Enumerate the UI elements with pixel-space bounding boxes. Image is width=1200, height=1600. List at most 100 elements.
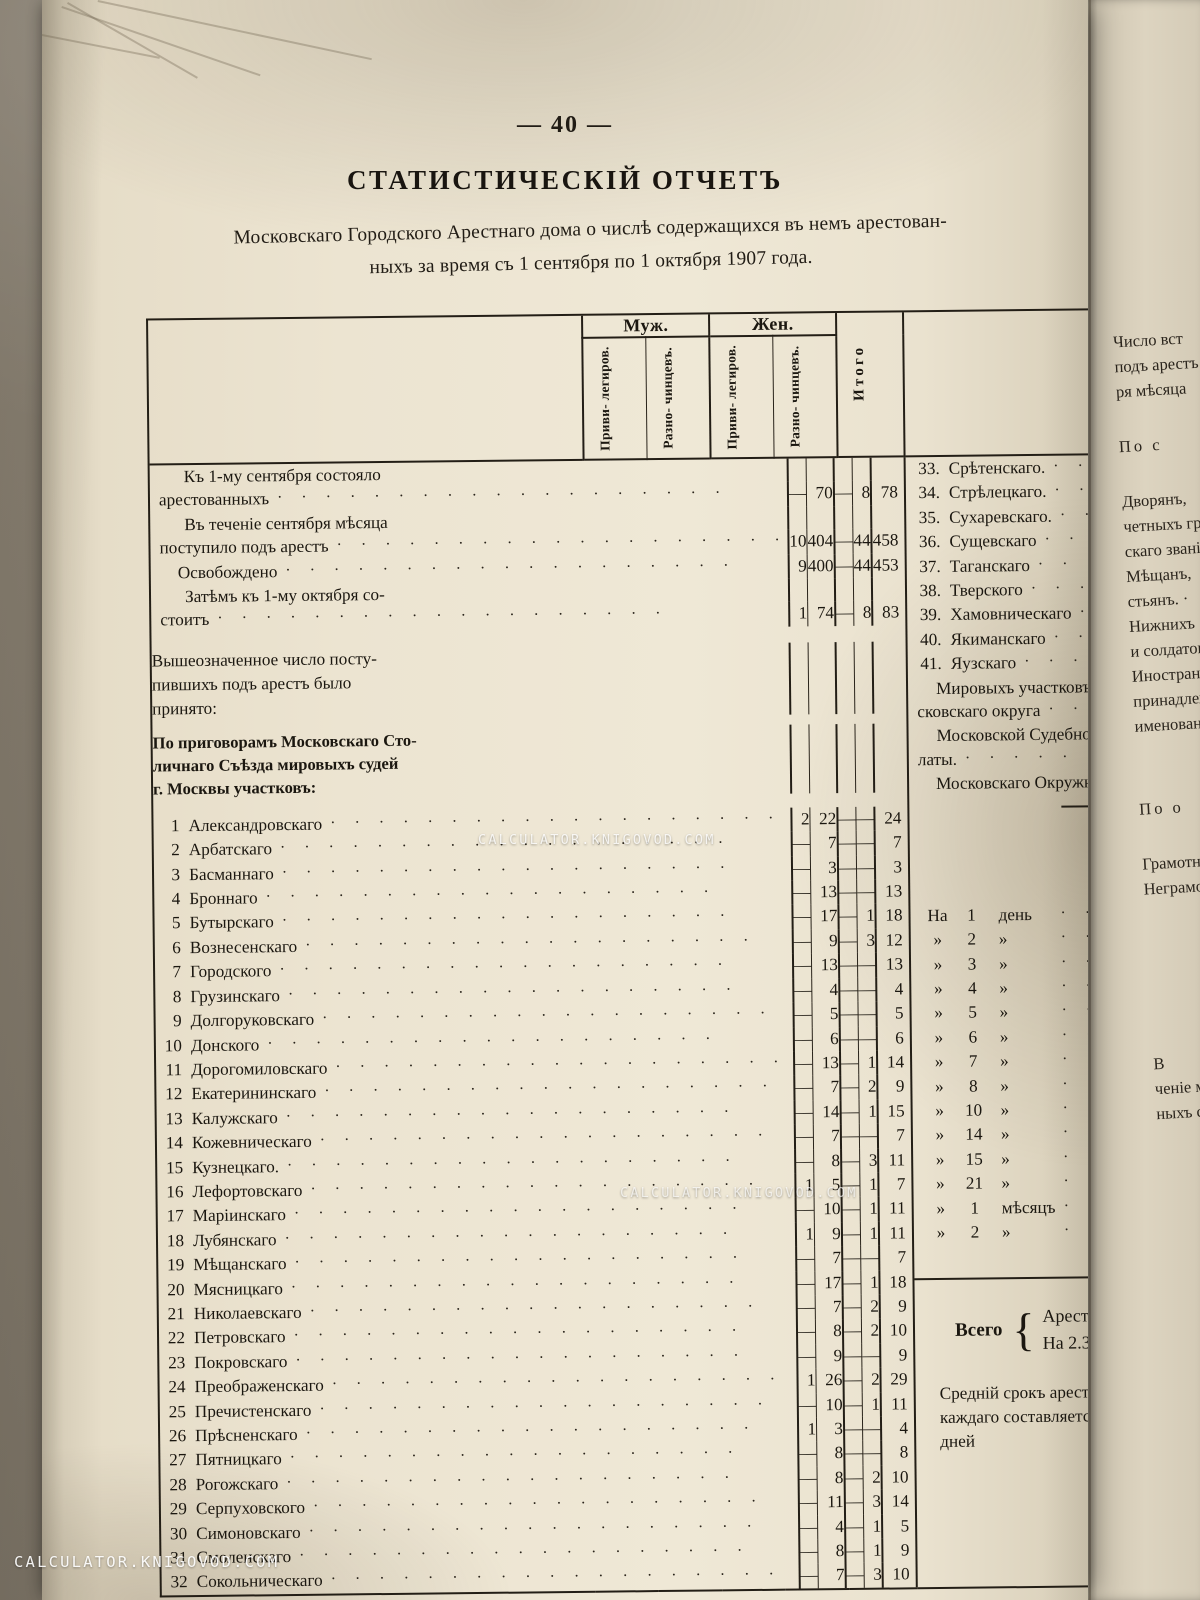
cell-female-priv: — [840,1123,860,1149]
cell-female-priv: — [840,1148,860,1173]
district-number: 14 [165,1133,184,1153]
cell-female-razno: 1 [860,1221,880,1247]
district-name: Якиманскаго [950,628,1046,649]
source-name: сковскаго округа [917,700,1041,722]
cell-total: 10 [882,1562,916,1588]
cell-total: 6 [876,1025,910,1051]
cell-total: 7 [878,1172,912,1198]
cell-total: 5 [882,1513,916,1539]
district-name: Александровскаго [188,814,323,835]
term-unit: » [998,953,1008,973]
left-pane-table: Къ 1-му сентября состояло арестованныхъ · … [150,457,916,1595]
leader-dots: · · · · · · · · · · · · · · · · · · · [285,556,737,579]
term-prefix: » [936,1174,945,1194]
cell-male-razno: 14 [813,1099,841,1125]
cell-male-razno: 7 [813,1124,841,1149]
note-pad [789,642,809,715]
cell-male-razno: 7 [818,1563,846,1589]
cell-male-razno: 7 [814,1246,843,1271]
cell-male-razno: 3 [810,855,838,881]
cell-male-priv: 10 [788,529,808,555]
term-prefix: » [933,978,943,998]
cell-female-razno: 8 [853,601,873,626]
cell-male-razno: 400 [807,553,835,579]
cell-male-razno: 6 [812,1026,840,1052]
district-number: 16 [166,1182,184,1202]
district-name: Мясницкаго [193,1278,283,1299]
term-number: 3 [967,954,977,974]
district-number: 39. [919,605,942,625]
cell-male-razno: 17 [810,904,839,930]
cell-total: 9 [879,1294,913,1320]
cell-female-priv: — [842,1270,862,1296]
district-number: 17 [166,1206,184,1226]
head-col-label: Разно- чинцевъ. [659,346,676,449]
district-number: 37. [919,556,941,576]
cell-male-razno: 9 [811,928,839,954]
summary-pad [834,577,854,602]
cell-total: 15 [877,1099,911,1124]
cell-female-priv: — [843,1368,863,1393]
district-number: 26 [168,1426,187,1446]
term-number: 15 [965,1149,983,1169]
district-name: Арбатскаго [188,839,273,860]
cell-female-razno: 3 [857,928,877,954]
summary-label-text: поступило подъ арестъ [159,536,329,558]
district-number: 18 [166,1230,185,1251]
cell-total: 453 [871,552,905,578]
district-name: Таганскаго [949,555,1030,576]
cell-total: 14 [877,1050,911,1075]
cell-female-razno: 1 [863,1514,883,1539]
term-prefix: » [933,930,943,950]
cell-female-razno: — [856,830,876,856]
cell-total: 7 [879,1245,913,1271]
cell-total: 11 [880,1391,914,1417]
summary-pad [806,505,835,530]
term-unit: » [1001,1222,1011,1242]
summary-pad [870,457,904,482]
cell-female-razno: — [857,977,877,1002]
cell-female-razno: 1 [859,1099,878,1124]
cell-female-razno: 44 [852,528,872,554]
source-pad [790,724,810,794]
cell-female-priv: — [839,1026,859,1051]
term-prefix: » [936,1198,946,1218]
term-unit: » [999,1002,1009,1022]
cell-male-razno: 4 [817,1514,846,1540]
district-name: Прѣсненскаго [195,1424,298,1446]
cell-female-priv: — [844,1514,864,1540]
term-unit: » [1000,1075,1010,1095]
source-pad [836,723,856,793]
term-prefix: » [935,1149,945,1169]
cell-male-priv: — [792,929,812,954]
paper-crease [97,0,372,60]
district-name: Яузскаго [950,653,1017,674]
cell-male-priv: 1 [797,1417,817,1442]
cell-total: 5 [876,1001,910,1027]
district-name: Вознесенскаго [189,936,298,957]
cell-male-razno: 7 [810,831,838,857]
district-name: Пречистенскаго [194,1400,312,1421]
cell-female-priv: — [842,1343,862,1369]
district-number: 10 [164,1035,182,1055]
head-male-razno-left: Разно- чинцевъ. [645,336,711,460]
cell-total: 4 [881,1416,915,1442]
cell-female-priv: — [841,1197,861,1222]
cell-male-priv: 1 [797,1368,817,1394]
district-number: 29 [169,1499,188,1519]
cell-male-priv: — [794,1075,814,1101]
term-prefix: » [934,1076,944,1096]
cell-male-razno: 5 [813,1172,842,1198]
summary-pad [806,458,834,482]
statistics-table: Муж. Жен. Итого Муж. Жен. Итого Приви- л… [146,301,1088,1597]
cell-total: 83 [872,600,906,626]
average-term-note: Средній срокъ ареста накаждаго составляе… [916,1375,1088,1454]
cell-male-razno: 8 [817,1465,845,1491]
cell-male-priv: — [791,831,811,857]
grand-total-body: Всего { Арестованныхъ На 2.357 дней [914,1237,1088,1479]
cell-total: 13 [875,879,909,905]
term-number: 4 [967,978,977,998]
district-name: Тверского [949,580,1023,600]
district-name: Городского [189,961,272,982]
leader-dots: · · · · · · · · · · · · · · · · · · · [276,484,728,507]
